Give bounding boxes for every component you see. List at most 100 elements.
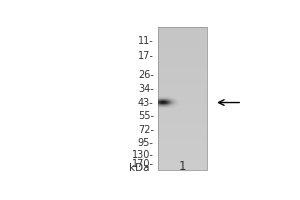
Bar: [158, 84, 207, 86]
Bar: [158, 117, 207, 118]
Bar: [158, 83, 207, 84]
Bar: [158, 72, 207, 74]
Bar: [158, 52, 207, 53]
Bar: [158, 53, 207, 55]
Text: 72-: 72-: [138, 125, 154, 135]
Bar: [158, 82, 207, 83]
Bar: [158, 64, 207, 65]
Bar: [158, 168, 207, 169]
Bar: [158, 149, 207, 150]
Bar: [158, 55, 207, 56]
Bar: [158, 88, 207, 89]
Bar: [158, 129, 207, 130]
Bar: [158, 121, 207, 123]
Bar: [158, 148, 207, 149]
Bar: [158, 93, 207, 94]
Bar: [158, 71, 207, 72]
Text: 26-: 26-: [138, 70, 154, 80]
Bar: [158, 115, 207, 117]
Bar: [158, 101, 207, 102]
Bar: [158, 139, 207, 140]
Bar: [158, 31, 207, 32]
Text: 95-: 95-: [138, 138, 154, 148]
Bar: [158, 164, 207, 166]
Bar: [158, 108, 207, 109]
Bar: [158, 99, 207, 100]
Bar: [158, 127, 207, 129]
Bar: [158, 166, 207, 167]
Bar: [158, 49, 207, 50]
Bar: [158, 157, 207, 158]
Bar: [158, 126, 207, 127]
Bar: [158, 92, 207, 93]
Bar: [158, 68, 207, 69]
Bar: [158, 41, 207, 43]
Bar: [158, 138, 207, 139]
Bar: [158, 56, 207, 57]
Bar: [158, 65, 207, 66]
Bar: [158, 100, 207, 101]
Bar: [158, 133, 207, 134]
Bar: [158, 76, 207, 77]
Bar: [158, 60, 207, 62]
Bar: [158, 78, 207, 80]
Bar: [158, 103, 207, 105]
Bar: [158, 134, 207, 136]
Bar: [158, 124, 207, 125]
Bar: [158, 106, 207, 107]
Bar: [158, 63, 207, 64]
Bar: [158, 94, 207, 95]
Text: 17-: 17-: [138, 51, 154, 61]
Bar: [158, 50, 207, 51]
Bar: [158, 58, 207, 59]
Bar: [158, 150, 207, 151]
Bar: [158, 155, 207, 156]
Bar: [158, 89, 207, 90]
Bar: [158, 86, 207, 87]
Bar: [158, 151, 207, 152]
Bar: [158, 47, 207, 49]
Bar: [158, 105, 207, 106]
Bar: [158, 45, 207, 46]
Bar: [158, 96, 207, 97]
Bar: [158, 132, 207, 133]
Bar: [158, 107, 207, 108]
Bar: [158, 87, 207, 88]
Bar: [158, 29, 207, 31]
Bar: [158, 136, 207, 137]
Bar: [158, 123, 207, 124]
Bar: [158, 39, 207, 40]
Bar: [158, 27, 207, 170]
Bar: [158, 160, 207, 161]
Bar: [158, 95, 207, 96]
Bar: [158, 80, 207, 81]
Bar: [158, 143, 207, 144]
Bar: [158, 43, 207, 44]
Bar: [158, 32, 207, 33]
Bar: [158, 70, 207, 71]
Bar: [158, 158, 207, 160]
Text: kDa: kDa: [129, 163, 149, 173]
Bar: [158, 28, 207, 29]
Bar: [158, 146, 207, 148]
Bar: [158, 120, 207, 121]
Bar: [158, 90, 207, 92]
Bar: [158, 145, 207, 146]
Bar: [158, 57, 207, 58]
Bar: [158, 162, 207, 163]
Bar: [158, 38, 207, 39]
Bar: [158, 66, 207, 68]
Text: 55-: 55-: [138, 111, 154, 121]
Bar: [158, 27, 207, 28]
Bar: [158, 169, 207, 170]
Bar: [158, 125, 207, 126]
Bar: [158, 167, 207, 168]
Bar: [158, 102, 207, 103]
Bar: [158, 97, 207, 99]
Bar: [158, 119, 207, 120]
Bar: [158, 44, 207, 45]
Bar: [158, 35, 207, 37]
Bar: [158, 131, 207, 132]
Bar: [158, 46, 207, 47]
Bar: [158, 112, 207, 113]
